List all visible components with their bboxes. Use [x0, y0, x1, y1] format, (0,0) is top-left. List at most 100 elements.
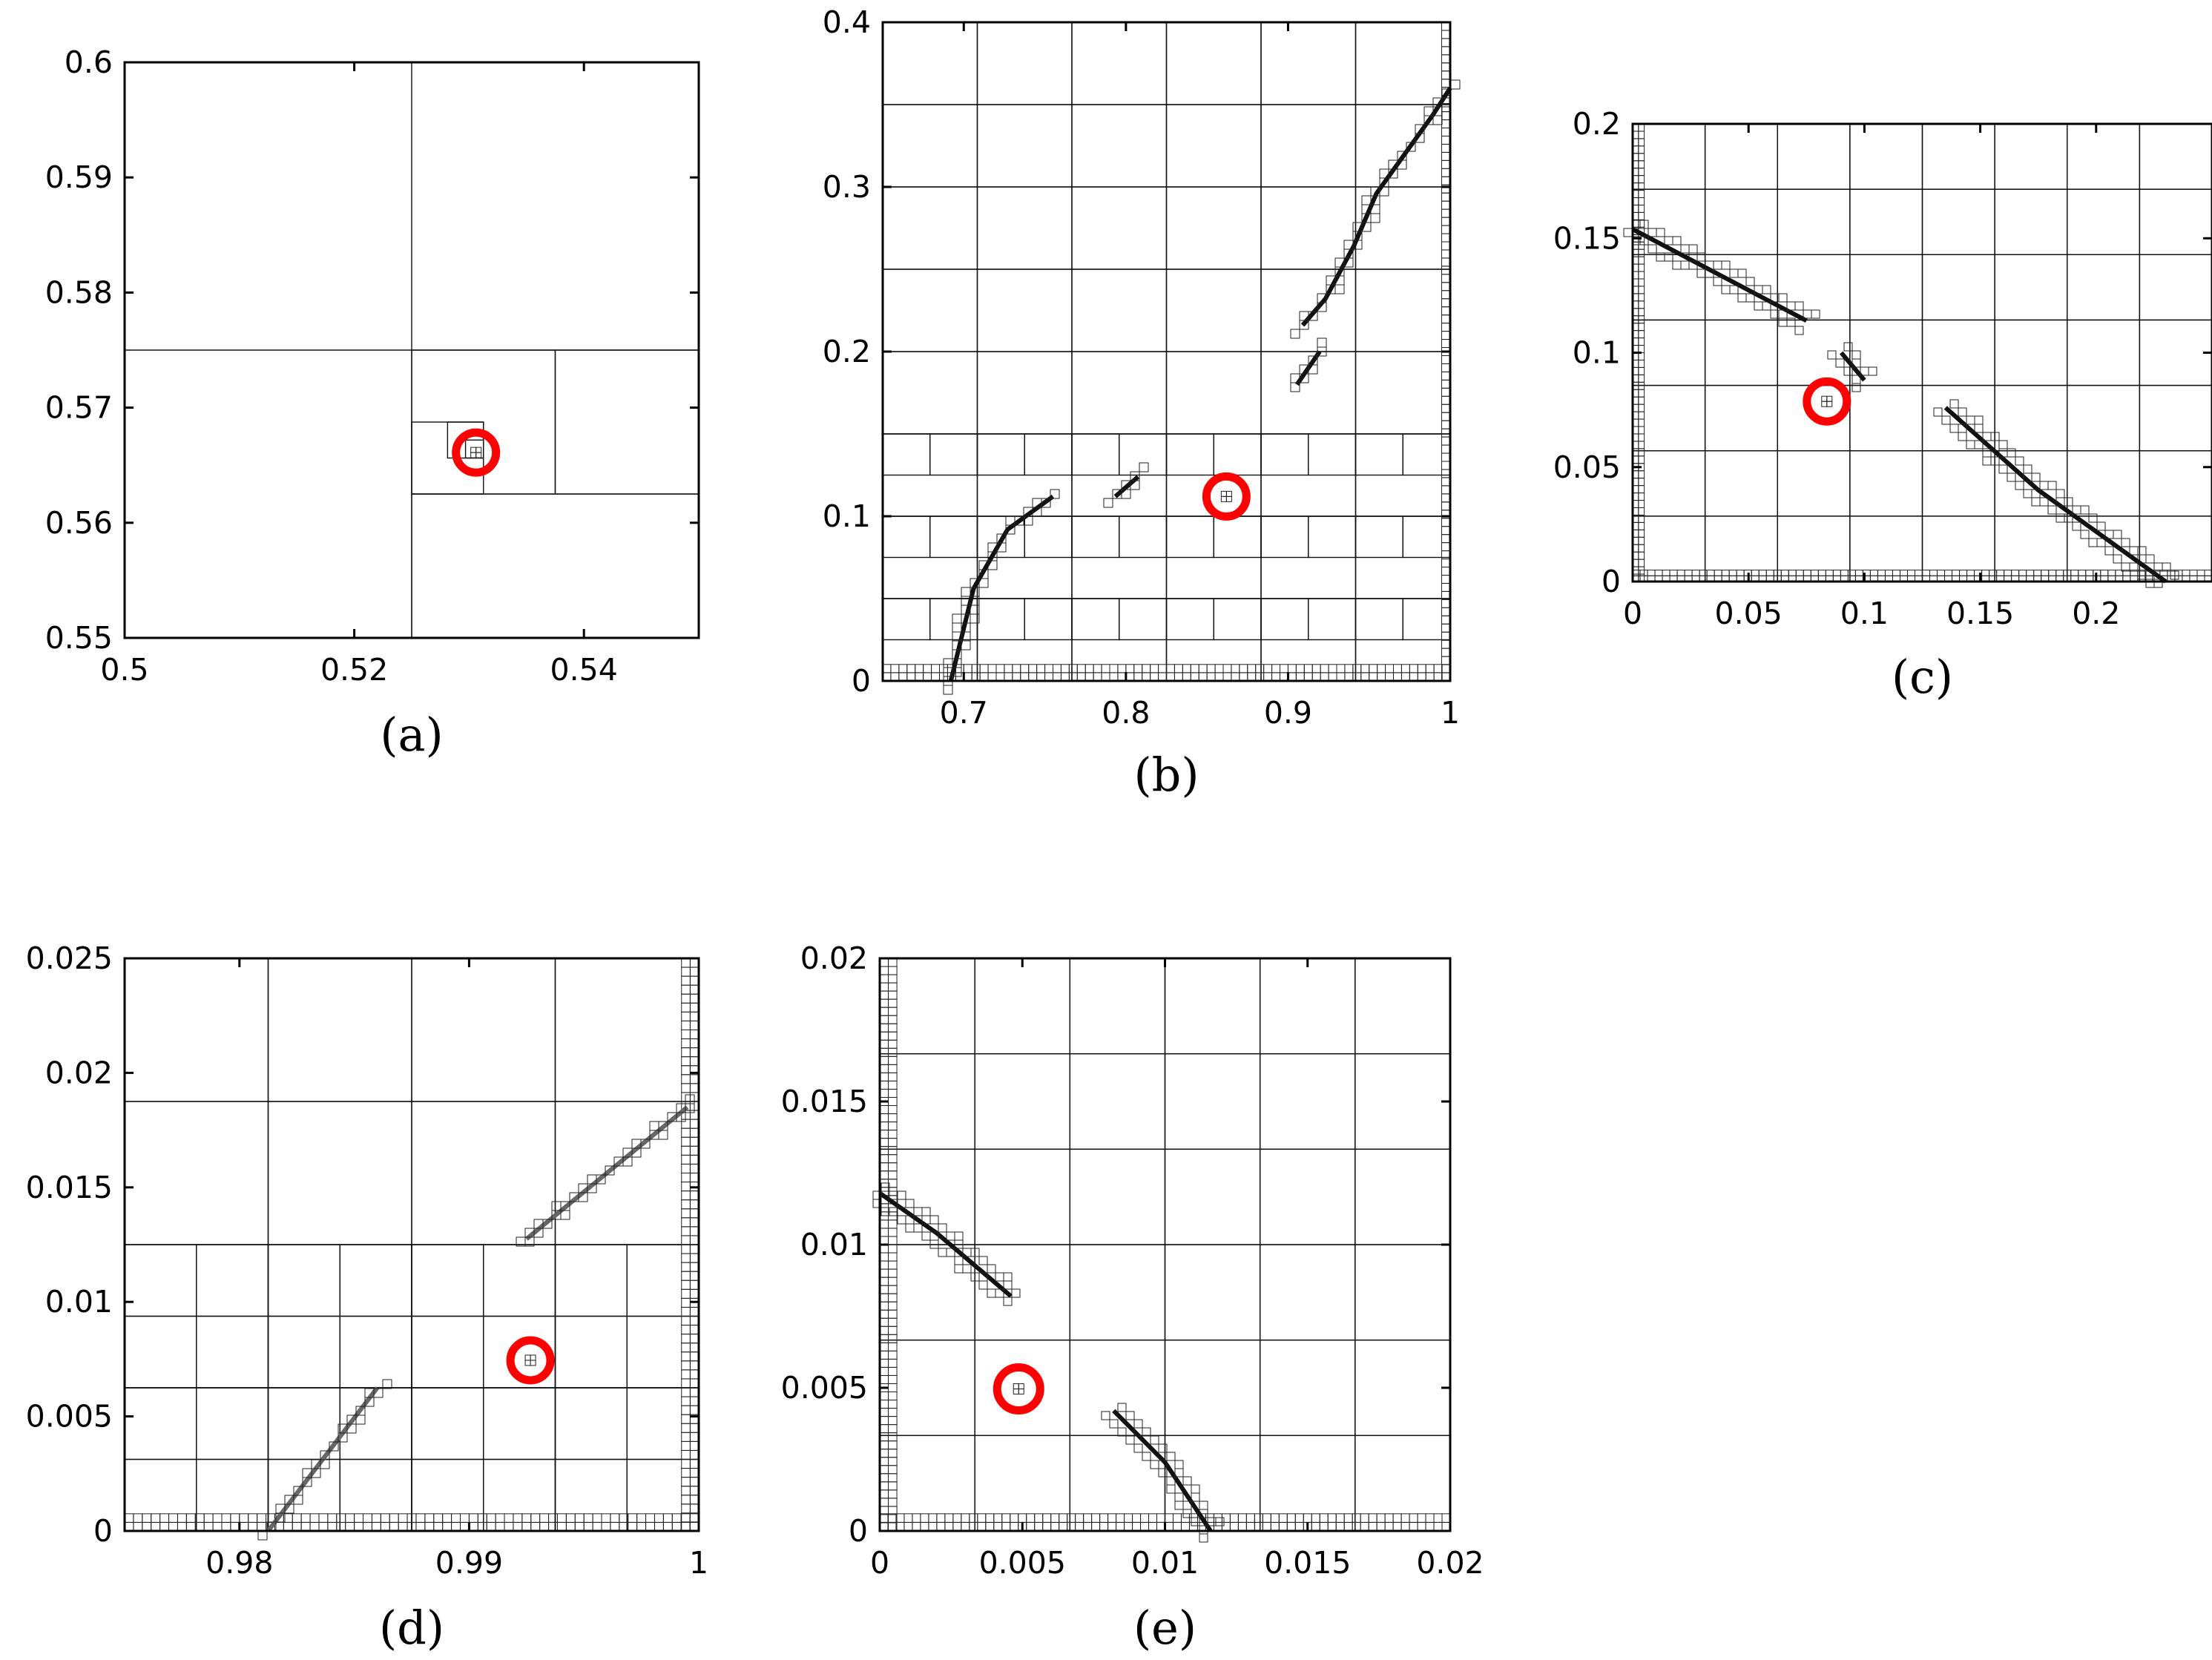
mesh-cell	[1794, 326, 1804, 335]
refinement-front	[878, 1191, 1013, 1298]
mesh-cell	[1311, 672, 1321, 682]
mesh-cell	[1990, 456, 2000, 466]
mesh-cell	[1125, 664, 1135, 673]
mesh-cell	[1259, 1148, 1356, 1245]
mesh-cell	[1699, 570, 1708, 576]
mesh-cell	[1432, 115, 1443, 125]
mesh-cell	[2023, 464, 2032, 474]
mesh-cell	[1638, 441, 1645, 449]
mesh-cell	[1117, 1427, 1127, 1437]
ticks-d: 0.98 0.99 1 0 0.005 0.01 0.015 0.02 0.025	[26, 941, 708, 1581]
mesh-cell	[1068, 664, 1078, 673]
mesh-cell	[681, 1316, 691, 1326]
mesh-cell	[1638, 374, 1645, 383]
mesh-cell	[681, 1521, 691, 1532]
mesh-cell	[339, 1458, 412, 1532]
mesh-cell	[1638, 536, 1645, 545]
mesh-cell	[459, 1521, 470, 1532]
mesh-cell	[583, 1521, 593, 1532]
mesh-cell	[1117, 672, 1127, 682]
mesh-cell	[1441, 607, 1451, 616]
x-tick-label-b: 0.8	[1102, 695, 1150, 731]
mesh-cell	[1172, 1513, 1182, 1523]
mesh-cell	[1441, 648, 1451, 657]
mesh-cell	[1215, 1517, 1225, 1526]
mesh-cell	[2121, 538, 2130, 547]
mesh-cell	[1117, 1403, 1127, 1412]
mesh-cell	[124, 1521, 134, 1532]
mesh-cell	[2153, 579, 2163, 588]
refinement-front	[1839, 351, 1866, 382]
x-tick-label-c: 0.1	[1840, 596, 1889, 631]
mesh-cell	[1060, 664, 1070, 673]
mesh-cell	[212, 1521, 223, 1532]
mesh-cell	[1441, 664, 1451, 673]
mesh-cell	[1851, 383, 1861, 392]
mesh-cell	[1213, 433, 1262, 476]
mesh-cell	[993, 1521, 1003, 1532]
mesh-cell	[1071, 269, 1168, 352]
mesh-cell	[936, 1513, 946, 1523]
mesh-cell	[1432, 97, 1443, 108]
mesh-cell	[2072, 521, 2081, 531]
mesh-cell	[689, 1495, 700, 1505]
mesh-cell	[1996, 570, 2005, 576]
x-tick-label-c: 0.05	[1715, 596, 1783, 631]
mesh-cell	[977, 1521, 987, 1532]
mesh-cell	[2196, 570, 2205, 576]
mesh-cell	[888, 1244, 898, 1254]
mesh-cell	[336, 1513, 346, 1523]
mesh-cell	[888, 1400, 898, 1409]
mesh-cell	[1441, 176, 1451, 185]
mesh-cell	[483, 1458, 556, 1532]
x-tick-label-a: 0.5	[100, 652, 148, 688]
mesh-cell	[1786, 317, 1796, 327]
mesh-cell	[961, 587, 971, 597]
mesh-cell	[1638, 500, 1645, 508]
mesh-cell	[1041, 498, 1051, 508]
mesh-cell	[1368, 1513, 1377, 1523]
mesh-cell	[300, 1513, 311, 1523]
mesh-cell	[888, 982, 898, 992]
mesh-cell	[1270, 1521, 1280, 1532]
mesh-cell	[1638, 175, 1645, 184]
mesh-cell	[681, 975, 691, 986]
mesh-cell	[1441, 38, 1451, 47]
mesh-cell	[1222, 664, 1232, 673]
y-tick-label-e: 0	[849, 1513, 868, 1549]
mesh-cell	[1417, 1513, 1426, 1523]
mesh-cell	[1199, 1509, 1208, 1518]
mesh-cell	[1344, 664, 1354, 673]
mesh-cell	[888, 1122, 898, 1131]
mesh-cell	[380, 1513, 390, 1523]
mesh-cell	[1084, 672, 1094, 682]
mesh-cell	[888, 1350, 898, 1360]
mesh-cell	[1172, 1521, 1182, 1532]
mesh-cell	[142, 1521, 152, 1532]
mesh-cell	[954, 1239, 964, 1249]
mesh-cell	[888, 1432, 898, 1442]
mesh-cell	[1191, 1484, 1200, 1494]
mesh-cell	[1921, 319, 1995, 386]
mesh-cell	[681, 1378, 691, 1389]
mesh-cell	[888, 1374, 898, 1384]
mesh-cell	[1158, 672, 1167, 682]
mesh-cell	[689, 1244, 700, 1254]
mesh-cell	[1182, 1476, 1192, 1486]
mesh-cell	[1099, 1521, 1109, 1532]
mesh-cell	[879, 966, 889, 975]
refinement-front	[1300, 87, 1452, 327]
y-tick-label-d: 0	[93, 1513, 113, 1549]
mesh-cell	[292, 1513, 302, 1523]
mesh-cell	[1354, 598, 1403, 641]
mesh-cell	[1199, 1533, 1208, 1543]
mesh-cell	[293, 1486, 303, 1496]
mesh-cell	[888, 1268, 898, 1278]
mesh-cell	[257, 1521, 267, 1532]
mesh-cell	[888, 958, 898, 967]
mesh-cell	[1116, 1521, 1125, 1532]
mesh-cell	[888, 1489, 898, 1499]
mesh-cell	[1084, 664, 1094, 673]
mesh-cell	[681, 1083, 691, 1093]
mesh-cell	[903, 1521, 913, 1532]
